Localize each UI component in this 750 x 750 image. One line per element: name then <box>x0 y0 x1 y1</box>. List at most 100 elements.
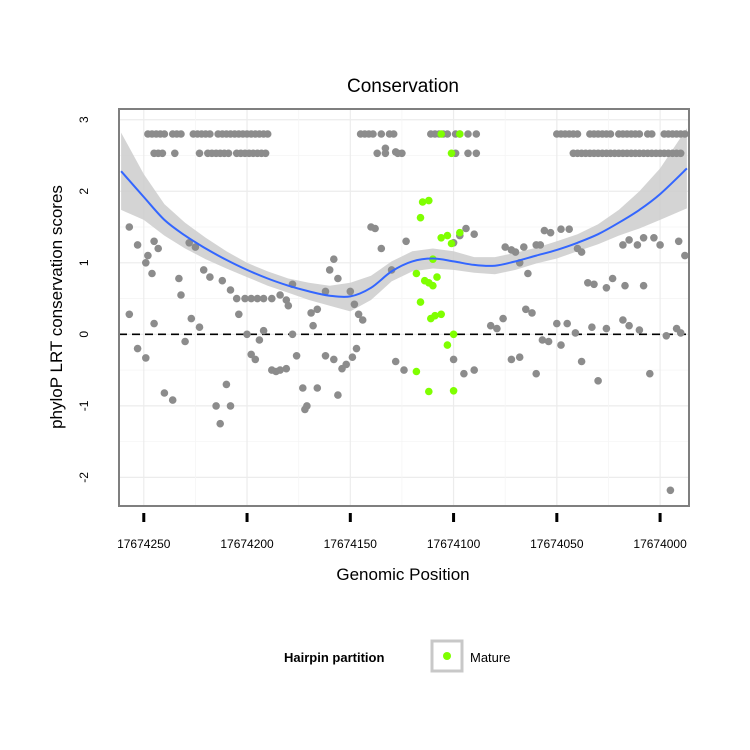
plot-panel <box>119 109 689 506</box>
data-points <box>125 130 689 495</box>
y-tick-label: 0 <box>77 331 91 338</box>
data-point <box>350 300 359 309</box>
y-tick-label: -2 <box>77 472 91 483</box>
data-point <box>216 419 224 428</box>
data-point <box>391 148 400 156</box>
data-point <box>676 329 685 337</box>
data-point <box>358 316 367 324</box>
data-point <box>133 344 142 353</box>
mature-point <box>443 231 452 240</box>
data-point <box>284 301 293 310</box>
mature-point <box>443 341 452 349</box>
mature-point <box>447 149 456 158</box>
data-point <box>251 355 260 364</box>
data-point <box>681 130 689 138</box>
legend-label-mature: Mature <box>470 650 510 665</box>
data-point <box>389 130 398 138</box>
data-point <box>218 276 227 285</box>
data-point <box>148 269 156 278</box>
data-point <box>276 366 284 374</box>
data-point <box>619 316 627 324</box>
mature-point <box>447 239 456 248</box>
data-point <box>573 130 582 138</box>
x-tick-label: 17674200 <box>220 537 274 551</box>
data-point <box>191 243 200 251</box>
data-point <box>681 251 689 260</box>
data-point <box>142 259 150 267</box>
data-point <box>522 305 530 314</box>
data-point <box>391 357 400 366</box>
data-point <box>373 149 382 158</box>
data-point <box>352 344 361 353</box>
data-point <box>520 243 528 251</box>
data-point <box>507 355 516 364</box>
data-point <box>532 369 540 378</box>
data-point <box>206 130 214 138</box>
data-point <box>307 309 315 317</box>
y-tick-label: 2 <box>77 188 91 195</box>
data-point <box>276 291 284 299</box>
data-point <box>608 274 617 283</box>
data-point <box>577 248 586 256</box>
data-point <box>288 330 297 339</box>
data-point <box>511 248 520 256</box>
data-point <box>557 341 565 349</box>
data-point <box>144 251 152 260</box>
data-point <box>160 130 169 138</box>
data-point <box>584 279 592 287</box>
data-point <box>133 241 142 249</box>
data-point <box>325 266 334 274</box>
data-point <box>330 255 338 263</box>
data-point <box>470 366 479 374</box>
data-point <box>301 405 309 414</box>
data-point <box>493 324 501 333</box>
mature-point <box>431 311 439 320</box>
data-point <box>232 294 241 303</box>
data-point <box>268 294 276 303</box>
data-point <box>195 149 204 158</box>
data-point <box>635 326 644 334</box>
mature-point <box>416 298 425 306</box>
data-point <box>224 149 233 158</box>
data-point <box>499 314 507 323</box>
x-tick-label: 17674100 <box>427 537 481 551</box>
smooth-line <box>120 167 688 298</box>
data-point <box>371 224 379 233</box>
mature-point <box>449 330 458 339</box>
data-point <box>648 130 656 138</box>
data-point <box>181 337 189 346</box>
data-point <box>334 274 342 283</box>
data-point <box>625 321 633 330</box>
data-point <box>226 402 235 410</box>
data-point <box>656 241 664 249</box>
data-point <box>676 149 685 158</box>
data-point <box>553 319 561 328</box>
data-point <box>462 224 470 233</box>
data-point <box>536 241 545 249</box>
data-point <box>282 296 291 304</box>
data-point <box>168 396 177 404</box>
data-point <box>666 486 675 495</box>
data-point <box>524 269 532 278</box>
data-point <box>235 310 243 319</box>
mature-point <box>433 273 441 281</box>
data-point <box>185 239 193 247</box>
data-point <box>565 225 573 233</box>
data-point <box>321 287 330 296</box>
data-point <box>662 332 671 340</box>
data-point <box>313 384 322 392</box>
data-point <box>540 226 549 235</box>
mature-point <box>437 234 446 242</box>
data-point <box>263 130 272 138</box>
data-point <box>674 237 683 246</box>
data-point <box>247 350 255 359</box>
data-point <box>243 330 251 339</box>
data-point <box>470 230 479 238</box>
data-point <box>635 130 644 138</box>
y-tick-label: -1 <box>77 400 91 411</box>
data-point <box>639 234 648 242</box>
legend: Hairpin partition Mature <box>284 639 510 673</box>
data-point <box>486 321 495 330</box>
data-point <box>175 274 183 283</box>
data-point <box>544 337 553 346</box>
